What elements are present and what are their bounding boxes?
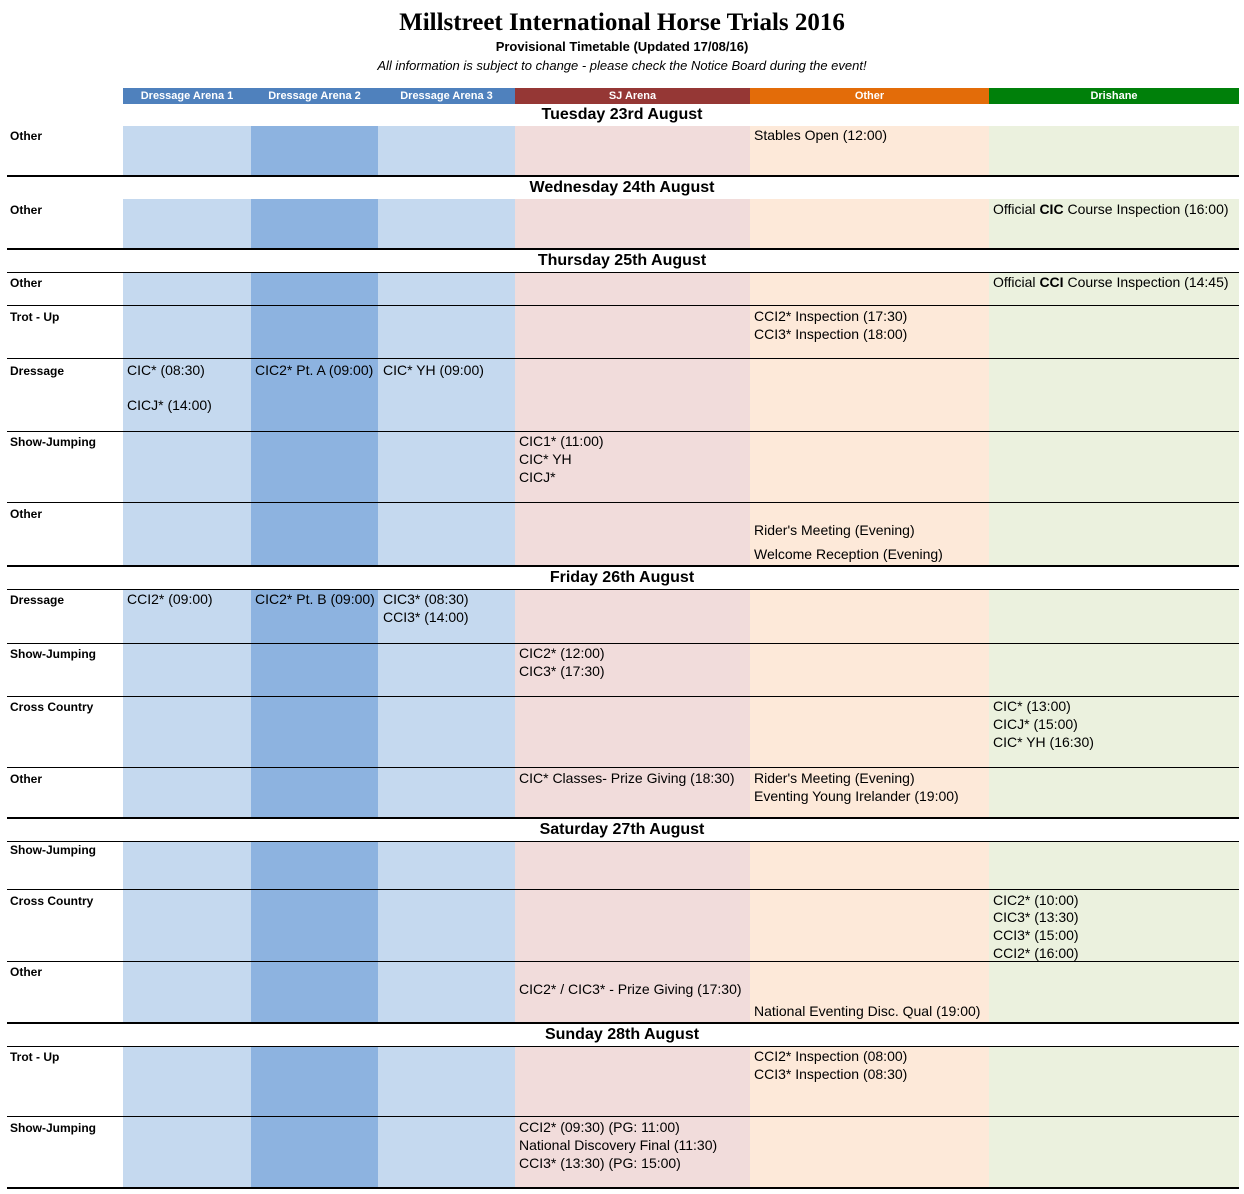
schedule-entry: CICJ* (14:00) bbox=[127, 397, 212, 413]
schedule-entry: Rider's Meeting (Evening) bbox=[754, 770, 915, 786]
row-label: Other bbox=[10, 507, 43, 521]
row-label: Show-Jumping bbox=[10, 435, 96, 449]
row-divider bbox=[7, 767, 1239, 768]
day-heading-sunday: Sunday 28th August bbox=[0, 1024, 1244, 1046]
day-divider bbox=[7, 175, 1239, 177]
page-subtitle: Provisional Timetable (Updated 17/08/16) bbox=[495, 39, 749, 54]
schedule-entry: CCI3* Inspection (18:00) bbox=[754, 326, 908, 342]
schedule-entry: National Eventing Disc. Qual (19:00) bbox=[754, 1003, 981, 1019]
schedule-entry: CIC* YH bbox=[519, 451, 572, 467]
day-divider bbox=[7, 1187, 1239, 1189]
row-divider bbox=[7, 589, 1239, 590]
day-divider bbox=[7, 1022, 1239, 1024]
row-label: Other bbox=[10, 276, 43, 290]
row-divider bbox=[7, 1116, 1239, 1117]
day-heading-wednesday: Wednesday 24th August bbox=[0, 177, 1244, 199]
day-heading-tuesday: Tuesday 23rd August bbox=[0, 104, 1244, 126]
schedule-entry: CCI2* Inspection (08:00) bbox=[754, 1048, 908, 1064]
row-label: Show-Jumping bbox=[10, 843, 96, 857]
schedule-entry: CIC2* Pt. B (09:00) bbox=[255, 591, 375, 607]
schedule-entry: CIC2* / CIC3* - Prize Giving (17:30) bbox=[519, 981, 742, 997]
schedule-entry: Rider's Meeting (Evening) bbox=[754, 522, 915, 538]
row-divider bbox=[7, 305, 1239, 306]
row-label: Trot - Up bbox=[10, 1050, 60, 1064]
schedule-entry: Welcome Reception (Evening) bbox=[754, 546, 943, 562]
row-divider bbox=[7, 643, 1239, 644]
schedule-entry: CCI2* (09:00) bbox=[127, 591, 213, 607]
row-divider bbox=[7, 431, 1239, 432]
schedule-entry: CIC2* (10:00) bbox=[993, 892, 1079, 908]
schedule-entry: CCI3* (14:00) bbox=[383, 609, 469, 625]
day-heading-friday: Friday 26th August bbox=[0, 567, 1244, 589]
schedule-entry: CIC3* (13:30) bbox=[993, 909, 1079, 925]
row-label: Other bbox=[10, 772, 43, 786]
schedule-entry: CCI2* Inspection (17:30) bbox=[754, 308, 908, 324]
schedule-entry: CIC* (13:00) bbox=[993, 698, 1071, 714]
header-other: Other bbox=[750, 88, 989, 104]
schedule-entry: CIC* YH (16:30) bbox=[993, 734, 1094, 750]
schedule-entry: CIC2* (12:00) bbox=[519, 645, 605, 661]
header-dressage-arena-3: Dressage Arena 3 bbox=[378, 88, 515, 104]
schedule-entry: Official CIC Course Inspection (16:00) bbox=[993, 201, 1229, 217]
row-label: Other bbox=[10, 129, 43, 143]
schedule-entry: Eventing Young Irelander (19:00) bbox=[754, 788, 959, 804]
day-divider bbox=[7, 817, 1239, 819]
header-dressage-arena-1: Dressage Arena 1 bbox=[123, 88, 251, 104]
row-divider bbox=[7, 696, 1239, 697]
schedule-entry: CIC3* (17:30) bbox=[519, 663, 605, 679]
page-notice: All information is subject to change - p… bbox=[377, 58, 867, 73]
row-label: Trot - Up bbox=[10, 310, 60, 324]
row-divider bbox=[7, 502, 1239, 503]
row-divider bbox=[7, 961, 1239, 962]
row-label: Show-Jumping bbox=[10, 647, 96, 661]
row-divider bbox=[7, 889, 1239, 890]
row-divider bbox=[7, 1046, 1239, 1047]
day-heading-saturday: Saturday 27th August bbox=[0, 819, 1244, 841]
schedule-entry: CICJ* (15:00) bbox=[993, 716, 1078, 732]
row-label: Other bbox=[10, 965, 43, 979]
day-divider bbox=[7, 248, 1239, 250]
schedule-entry: CIC1* (11:00) bbox=[519, 433, 604, 449]
schedule-entry: CCI2* (16:00) bbox=[993, 945, 1079, 961]
row-divider bbox=[7, 358, 1239, 359]
row-label: Show-Jumping bbox=[10, 1121, 96, 1135]
day-heading-thursday: Thursday 25th August bbox=[0, 250, 1244, 272]
schedule-entry: CICJ* bbox=[519, 469, 556, 485]
schedule-entry: National Discovery Final (11:30) bbox=[519, 1137, 718, 1153]
schedule-entry: CIC2* Pt. A (09:00) bbox=[255, 362, 374, 378]
schedule-entry: CCI3* (15:00) bbox=[993, 927, 1079, 943]
schedule-entry: CCI2* (09:30) (PG: 11:00) bbox=[519, 1119, 680, 1135]
schedule-entry: CIC* Classes- Prize Giving (18:30) bbox=[519, 770, 735, 786]
row-label: Cross Country bbox=[10, 894, 94, 908]
schedule-entry: Official CCI Course Inspection (14:45) bbox=[993, 274, 1229, 290]
row-label: Other bbox=[10, 203, 43, 217]
header-drishane: Drishane bbox=[989, 88, 1239, 104]
schedule-entry: CCI3* (13:30) (PG: 15:00) bbox=[519, 1155, 681, 1171]
header-sj-arena: SJ Arena bbox=[515, 88, 750, 104]
schedule-entry: CCI3* Inspection (08:30) bbox=[754, 1066, 908, 1082]
row-label: Dressage bbox=[10, 364, 65, 378]
row-divider bbox=[7, 841, 1239, 842]
day-divider bbox=[7, 565, 1239, 567]
schedule-entry: CIC* YH (09:00) bbox=[383, 362, 484, 378]
row-divider bbox=[7, 272, 1239, 273]
header-dressage-arena-2: Dressage Arena 2 bbox=[251, 88, 378, 104]
page-title: Millstreet International Horse Trials 20… bbox=[399, 9, 845, 36]
schedule-entry: Stables Open (12:00) bbox=[754, 127, 888, 143]
row-label: Dressage bbox=[10, 593, 65, 607]
row-label: Cross Country bbox=[10, 700, 94, 714]
schedule-entry: CIC* (08:30) bbox=[127, 362, 205, 378]
schedule-entry: CIC3* (08:30) bbox=[383, 591, 469, 607]
